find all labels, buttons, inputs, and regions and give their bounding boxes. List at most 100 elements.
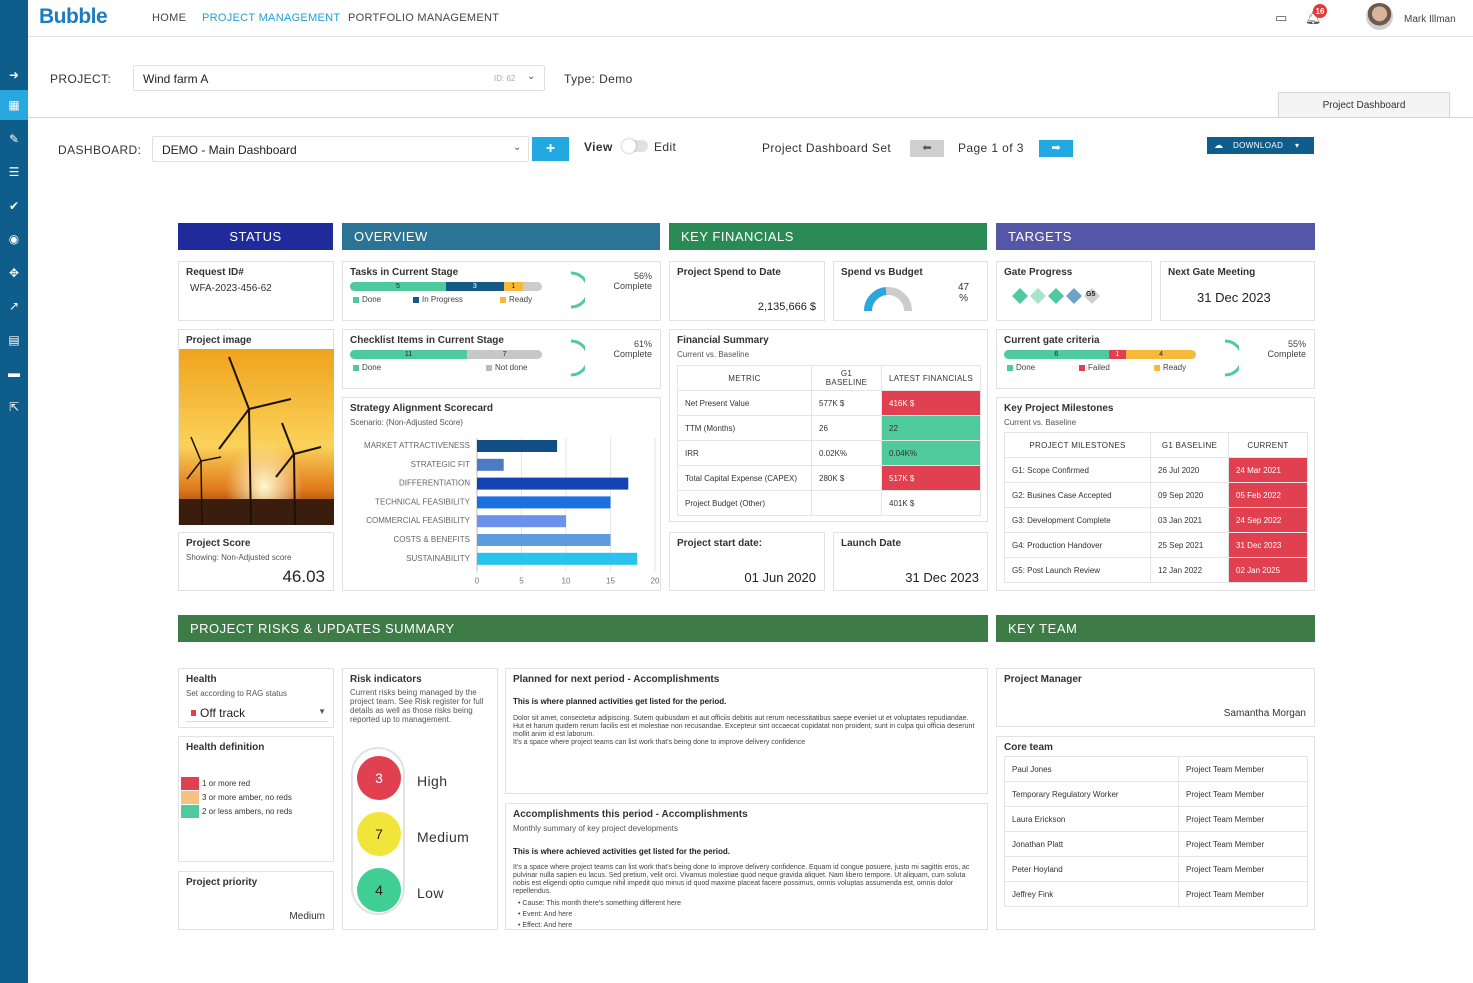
checklist-card: Checklist Items in Current Stage 11 7 Do… bbox=[342, 329, 661, 389]
tasks-percent: 56% Complete bbox=[613, 271, 652, 291]
tasks-done-segment: 5 bbox=[350, 282, 446, 291]
tab-project-dashboard[interactable]: Project Dashboard bbox=[1278, 92, 1450, 118]
health-def-red: 1 or more red bbox=[202, 779, 251, 788]
checklist-done-segment: 11 bbox=[350, 350, 468, 359]
header-overview: OVERVIEW bbox=[342, 223, 660, 250]
health-select[interactable]: Off track ▼ bbox=[186, 704, 328, 722]
user-name[interactable]: Mark Illman bbox=[1404, 14, 1456, 25]
project-image-card: Project image bbox=[178, 329, 334, 525]
line-chart-icon[interactable]: ↗ bbox=[8, 299, 20, 313]
cell: 0.04K% bbox=[881, 440, 981, 466]
message-icon[interactable]: ▭ bbox=[1275, 10, 1288, 25]
chevron-down-icon: ⌄ bbox=[513, 142, 522, 153]
export-icon[interactable]: ⇱ bbox=[8, 400, 20, 414]
project-score-title: Project Score bbox=[186, 538, 251, 549]
criteria-percent: 55% Complete bbox=[1267, 339, 1306, 359]
health-def-green: 2 or less ambers, no reds bbox=[202, 807, 293, 816]
bullet-text: Cause: This month there's something diff… bbox=[522, 900, 682, 907]
wind-farm-image bbox=[179, 349, 334, 525]
next-page-button[interactable]: ➡ bbox=[1039, 140, 1073, 157]
project-label: PROJECT: bbox=[50, 72, 112, 86]
cell: 25 Sep 2021 bbox=[1150, 532, 1229, 558]
legend-label: Done bbox=[1016, 363, 1036, 372]
cell: 24 Sep 2022 bbox=[1228, 507, 1308, 533]
dashboard-select[interactable]: DEMO - Main Dashboard ⌄ bbox=[152, 136, 529, 162]
header-risks: PROJECT RISKS & UPDATES SUMMARY bbox=[178, 615, 988, 642]
cell: G1: Scope Confirmed bbox=[1004, 457, 1151, 483]
spend-title: Project Spend to Date bbox=[677, 267, 781, 278]
risk-high-circle: 3 bbox=[357, 756, 401, 800]
project-select[interactable]: Wind farm A ID: 62 ⌄ bbox=[133, 65, 545, 91]
avatar[interactable] bbox=[1366, 3, 1393, 30]
table-row: Project Budget (Other) 401K $ bbox=[677, 490, 981, 516]
bar bbox=[477, 496, 611, 509]
health-card: Health Set according to RAG status Off t… bbox=[178, 668, 334, 728]
cell: Project Team Member bbox=[1178, 881, 1308, 907]
milestones-table: PROJECT MILESTONES G1 BASELINE CURRENT G1:… bbox=[1004, 432, 1308, 583]
financial-table: METRIC G1 BASELINE LATEST FINANCIALS Net P… bbox=[677, 365, 981, 516]
meeting-title: Next Gate Meeting bbox=[1168, 267, 1256, 278]
priority-card: Project priority Medium bbox=[178, 871, 334, 930]
budget-gauge bbox=[864, 287, 912, 312]
category-label: TECHNICAL FEASIBILITY bbox=[375, 497, 471, 506]
add-dashboard-button[interactable]: + bbox=[532, 137, 569, 161]
project-score-card: Project Score Showing: Non-Adjusted scor… bbox=[178, 532, 334, 591]
tasks-complete-label: Complete bbox=[613, 281, 652, 291]
fin-header-metric: METRIC bbox=[677, 365, 812, 391]
gate-progress-card: Gate Progress G5 bbox=[996, 261, 1152, 321]
cell: Project Team Member bbox=[1178, 806, 1308, 832]
risk-desc: Current risks being managed by the proje… bbox=[350, 688, 484, 724]
table-row: Temporary Regulatory Worker Project Team … bbox=[1004, 781, 1308, 807]
request-id-title: Request ID# bbox=[186, 267, 244, 278]
cell: 05 Feb 2022 bbox=[1228, 482, 1308, 508]
dashboard-icon[interactable]: ▦ bbox=[0, 90, 28, 120]
cell: 22 bbox=[881, 415, 981, 441]
risk-title: Risk indicators bbox=[350, 674, 422, 685]
legend-label: Ready bbox=[509, 295, 533, 304]
accomp-bullet-3: • Effect: And here bbox=[518, 922, 573, 929]
table-row: TTM (Months) 26 22 bbox=[677, 415, 981, 441]
criteria-legend-failed: Failed bbox=[1079, 363, 1110, 372]
expand-arrow-icon[interactable]: ➜ bbox=[8, 68, 20, 82]
move-icon[interactable]: ✥ bbox=[8, 266, 20, 280]
risk-indicators-card: Risk indicators Current risks being mana… bbox=[342, 668, 498, 930]
list-icon[interactable]: ☰ bbox=[8, 165, 20, 179]
cell: 03 Jan 2021 bbox=[1150, 507, 1229, 533]
check-circle-icon[interactable]: ✔ bbox=[8, 199, 20, 213]
nav-home[interactable]: HOME bbox=[152, 12, 187, 24]
pencil-icon[interactable]: ✎ bbox=[8, 132, 20, 146]
accomp-sub: Monthly summary of key project developme… bbox=[513, 824, 678, 833]
database-icon[interactable]: ◉ bbox=[8, 232, 20, 246]
checklist-legend-done: Done bbox=[353, 363, 381, 372]
project-type: Type: Demo bbox=[564, 72, 633, 86]
cell: 26 Jul 2020 bbox=[1150, 457, 1229, 483]
core-title: Core team bbox=[1004, 742, 1053, 753]
cell: 24 Mar 2021 bbox=[1228, 457, 1308, 483]
prev-page-button[interactable]: ⬅ bbox=[910, 140, 944, 157]
priority-value: Medium bbox=[289, 911, 325, 922]
legend-label: Ready bbox=[1163, 363, 1187, 372]
tasks-legend-ready: Ready bbox=[500, 295, 532, 304]
request-id-value: WFA-2023-456-62 bbox=[190, 283, 272, 294]
cell: 26 bbox=[811, 415, 882, 441]
gate-diamonds bbox=[1012, 288, 1100, 304]
nav-project-management[interactable]: PROJECT MANAGEMENT bbox=[202, 12, 341, 24]
cell: Project Budget (Other) bbox=[677, 490, 812, 516]
fin-header-baseline: G1 BASELINE bbox=[811, 365, 882, 391]
tasks-gauge-arc bbox=[570, 271, 585, 309]
table-row: Net Present Value 577K $416K $ bbox=[677, 390, 981, 416]
cell: Jonathan Platt bbox=[1004, 831, 1179, 857]
document-icon[interactable]: ▤ bbox=[8, 333, 20, 347]
category-label: COSTS & BENEFITS bbox=[394, 535, 470, 544]
chat-icon[interactable]: ▬ bbox=[8, 366, 20, 380]
nav-portfolio-management[interactable]: PORTFOLIO MANAGEMENT bbox=[348, 12, 500, 24]
criteria-failed-segment: 1 bbox=[1108, 350, 1127, 359]
cell: 02 Jan 2025 bbox=[1228, 557, 1308, 583]
download-label: DOWNLOAD bbox=[1233, 141, 1284, 150]
project-score-value: 46.03 bbox=[282, 567, 325, 586]
download-button[interactable]: ☁ DOWNLOAD ▾ bbox=[1207, 137, 1314, 154]
view-edit-toggle[interactable] bbox=[622, 139, 648, 153]
start-date-card: Project start date: 01 Jun 2020 bbox=[669, 532, 825, 591]
dashboard-value: DEMO - Main Dashboard bbox=[162, 143, 297, 157]
bubble-logo[interactable]: Bubble bbox=[39, 5, 108, 28]
